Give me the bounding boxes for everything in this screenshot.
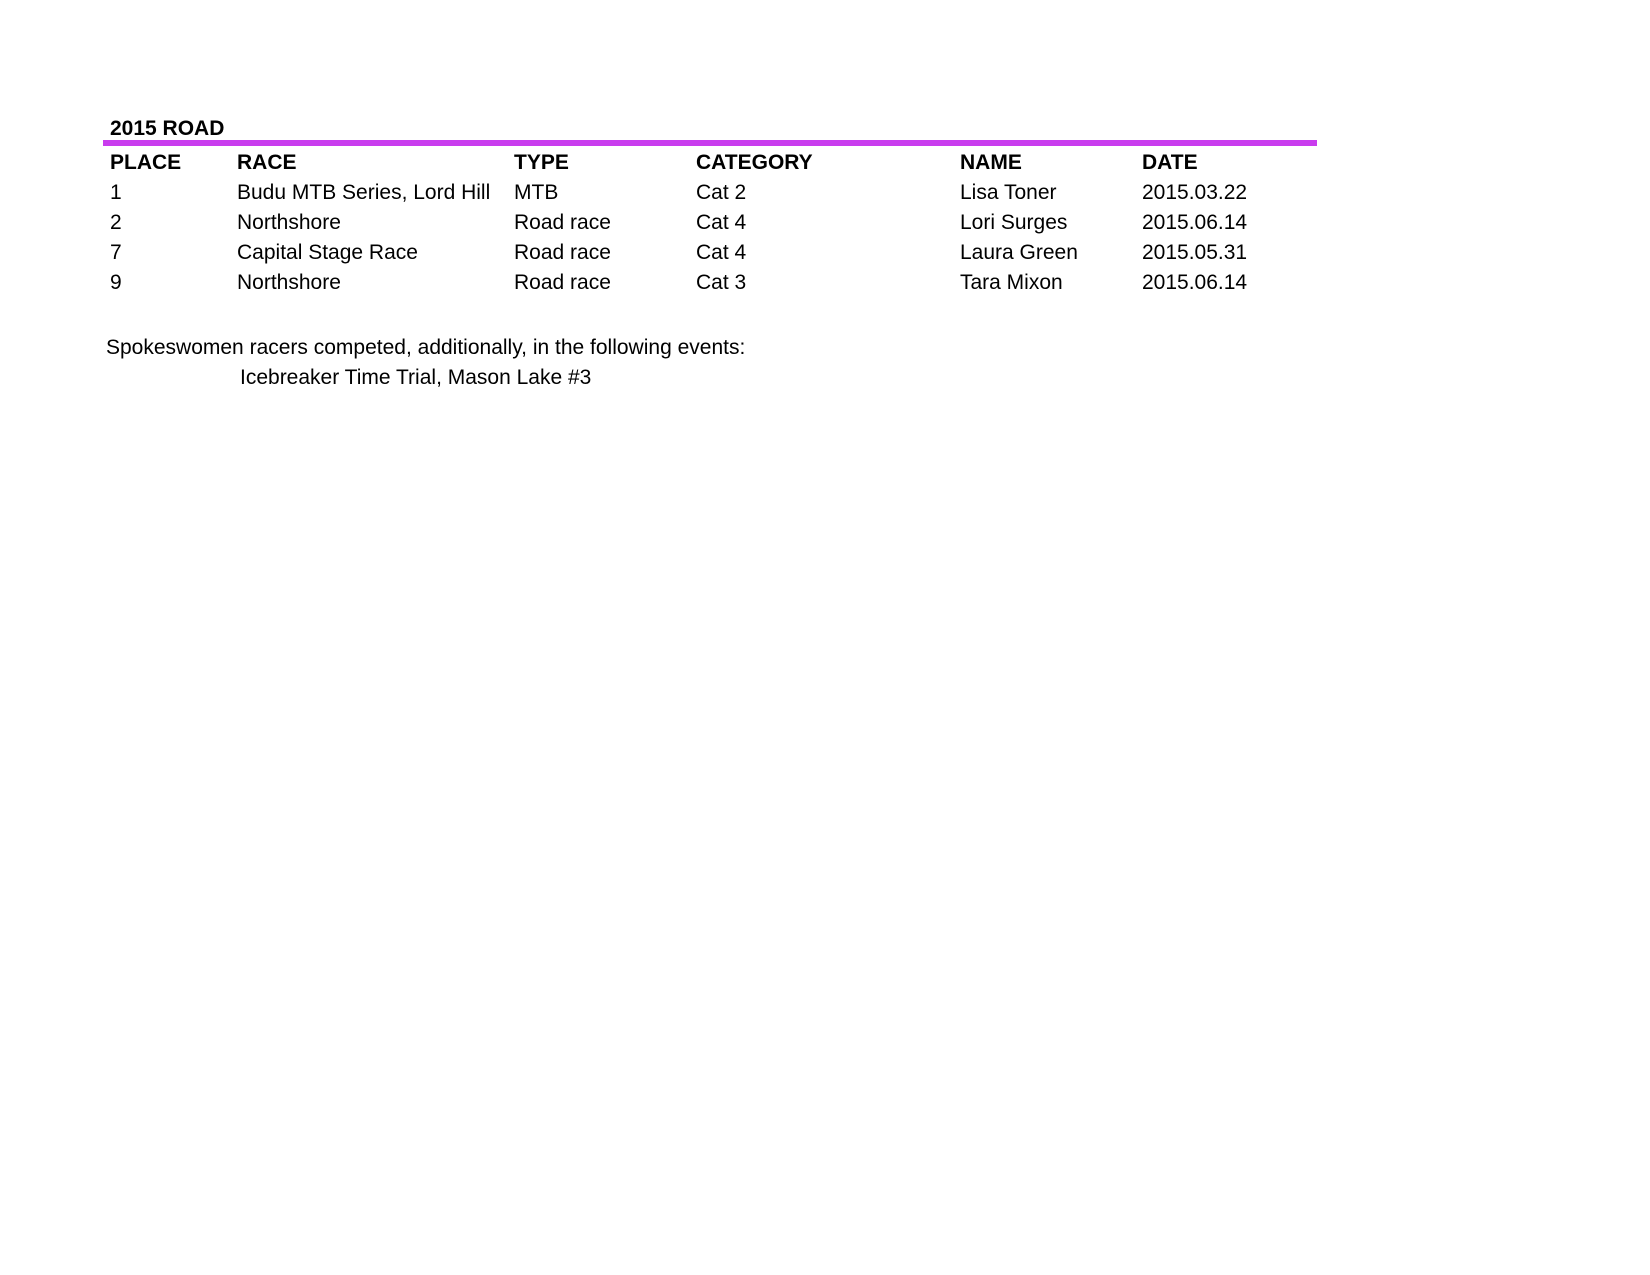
page-title: 2015 ROAD [110, 117, 225, 140]
cell-date: 2015.03.22 [1142, 181, 1248, 204]
title-underline-rule [103, 140, 1317, 146]
cell-category: Cat 4 [696, 211, 747, 234]
cell-category: Cat 2 [696, 181, 747, 204]
cell-category: Cat 4 [696, 241, 747, 264]
column-header-date: DATE [1142, 151, 1198, 174]
cell-category: Cat 3 [696, 271, 747, 294]
cell-name: Laura Green [960, 241, 1078, 264]
column-header-type: TYPE [514, 151, 569, 174]
column-header-race: RACE [237, 151, 297, 174]
cell-race: Northshore [237, 211, 341, 234]
cell-place: 9 [110, 271, 122, 294]
cell-date: 2015.05.31 [1142, 241, 1248, 264]
cell-type: Road race [514, 271, 611, 294]
column-header-place: PLACE [110, 151, 182, 174]
cell-date: 2015.06.14 [1142, 211, 1248, 234]
cell-name: Lisa Toner [960, 181, 1057, 204]
cell-place: 7 [110, 241, 122, 264]
cell-type: Road race [514, 211, 611, 234]
cell-date: 2015.06.14 [1142, 271, 1248, 294]
cell-name: Lori Surges [960, 211, 1068, 234]
notes-intro-text: Spokeswomen racers competed, additionall… [106, 336, 746, 359]
cell-race: Capital Stage Race [237, 241, 418, 264]
cell-name: Tara Mixon [960, 271, 1063, 294]
notes-additional-events-text: Icebreaker Time Trial, Mason Lake #3 [240, 366, 592, 389]
cell-race: Budu MTB Series, Lord Hill [237, 181, 491, 204]
column-header-category: CATEGORY [696, 151, 813, 174]
column-header-name: NAME [960, 151, 1022, 174]
cell-race: Northshore [237, 271, 341, 294]
cell-type: MTB [514, 181, 559, 204]
cell-place: 1 [110, 181, 122, 204]
race-results-table: PLACE RACE TYPE CATEGORY NAME DATE 1 Bud… [110, 148, 1292, 298]
cell-type: Road race [514, 241, 611, 264]
cell-place: 2 [110, 211, 122, 234]
